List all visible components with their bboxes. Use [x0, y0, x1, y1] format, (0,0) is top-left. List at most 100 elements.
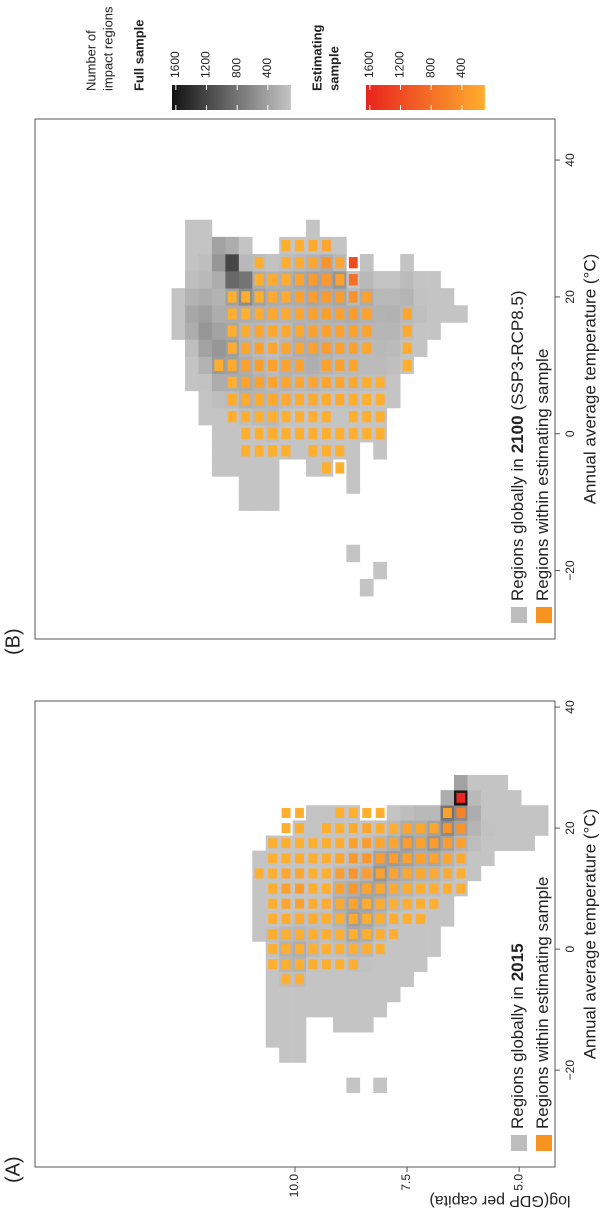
full-sample-cell: [171, 288, 186, 306]
estimating-sample-cell: [402, 913, 412, 924]
estimating-sample-cell: [268, 868, 278, 879]
estimating-sample-cell: [335, 883, 345, 894]
full-sample-cell: [400, 253, 414, 272]
colorbar-tick-label: 800: [229, 58, 243, 78]
legend-text-part: 2100: [508, 415, 527, 453]
full-sample-cell: [211, 322, 226, 340]
full-sample-cell: [238, 476, 253, 494]
full-sample-cell: [400, 956, 414, 972]
full-sample-cell: [252, 880, 266, 897]
estimating-sample-cell: [281, 974, 291, 985]
full-sample-cell: [400, 805, 414, 821]
estimating-sample-cell: [321, 410, 331, 423]
rotated-figure: −20 0 20 40 5.0 7.5 10.0 (A) Annual average temp…: [2, 6, 599, 1209]
y-tick-label: 5.0: [511, 1174, 525, 1191]
estimating-sample-cell: [268, 913, 278, 924]
full-sample-cell: [252, 493, 266, 511]
estimating-sample-cell: [295, 428, 304, 440]
estimating-sample-cell: [281, 838, 291, 849]
x-tick-label: −20: [563, 1060, 577, 1081]
full-sample-cell: [211, 271, 226, 289]
estimating-sample-cell: [389, 823, 399, 834]
estimating-sample-cell: [362, 868, 372, 879]
estimating-sample-cell: [335, 838, 345, 849]
estimating-sample-cell: [227, 325, 237, 337]
estimating-sample-cell: [308, 868, 318, 879]
estimating-sample-cell: [416, 868, 425, 879]
estimating-sample-cell: [402, 325, 412, 337]
estimating-sample-cell: [295, 913, 304, 924]
estimating-sample-cell: [335, 291, 345, 303]
full-sample-cell: [198, 271, 213, 289]
full-sample-cell: [306, 356, 320, 375]
full-sample-cell: [319, 805, 334, 821]
full-sample-cell: [413, 805, 428, 821]
full-sample-cell: [507, 820, 522, 836]
estimating-sample-cell: [308, 239, 318, 252]
estimating-sample-cell: [281, 868, 291, 879]
estimating-sample-cell: [348, 929, 358, 939]
legend-text: Regions within estimating sample: [533, 349, 552, 601]
estimating-sample-cell: [442, 853, 452, 864]
estimating-sample-cell: [362, 853, 372, 864]
estimating-sample-cell: [335, 462, 345, 474]
estimating-sample-cell: [308, 853, 318, 864]
full-sample-cell: [427, 322, 441, 340]
plot-frame: [34, 118, 556, 640]
full-sample-cell: [346, 544, 361, 563]
full-sample-cell: [211, 425, 226, 443]
estimating-sample-cell: [442, 823, 452, 834]
full-sample-cell: [467, 835, 482, 851]
estimating-sample-cell: [308, 944, 318, 955]
full-sample-cell: [440, 288, 455, 306]
full-sample-cell: [413, 941, 428, 957]
estimating-sample-cell: [348, 428, 358, 440]
estimating-sample-cell: [348, 807, 358, 818]
estimating-sample-cell: [295, 883, 304, 894]
full-sample-cell: [440, 896, 455, 912]
legend-text: Regions globally in 2100 (SSP3-RCP8.5): [508, 290, 527, 601]
full-sample-cell: [467, 820, 482, 836]
estimating-sample-cell: [389, 868, 399, 879]
estimating-sample-cell: [295, 929, 304, 939]
full-sample-cell: [198, 219, 213, 238]
legend-text: Regions within estimating sample: [533, 877, 552, 1129]
estimating-sample-cell: [227, 393, 237, 406]
estimating-sample-cell: [268, 359, 278, 371]
full-sample-cell: [332, 986, 347, 1003]
colorbar: [172, 85, 291, 110]
full-sample-cell: [386, 271, 401, 289]
legend-text-part: Regions within estimating sample: [533, 877, 552, 1129]
full-sample-cell: [386, 805, 401, 821]
estimating-sample-cell: [362, 410, 372, 423]
estimating-sample-cell: [348, 274, 358, 286]
full-sample-cell: [198, 253, 213, 272]
full-sample-cell: [211, 442, 226, 460]
estimating-sample-cell: [321, 823, 331, 834]
full-sample-cell: [265, 1001, 280, 1018]
estimating-sample-cell: [268, 410, 278, 423]
estimating-sample-cell: [442, 883, 452, 894]
legend-title: Number of: [83, 30, 98, 91]
full-sample-cell: [185, 219, 199, 238]
estimating-sample-cell: [268, 929, 278, 939]
estimating-sample-cell: [295, 853, 304, 864]
full-sample-cell: [332, 1017, 347, 1033]
estimating-sample-cell: [348, 868, 358, 879]
y-tick-label: 10.0: [287, 1174, 301, 1198]
full-sample-cell: [534, 820, 549, 836]
full-sample-cell: [306, 1001, 320, 1018]
full-sample-cell: [346, 1017, 361, 1033]
estimating-sample-cell: [348, 883, 358, 894]
full-sample-cell: [211, 407, 226, 426]
x-tick-label: 40: [563, 153, 577, 167]
estimating-sample-cell: [389, 913, 399, 924]
colorbar: [366, 85, 485, 110]
estimating-sample-cell: [268, 898, 278, 909]
estimating-sample-cell: [281, 959, 291, 970]
full-sample-cell: [440, 305, 455, 323]
full-sample-cell: [480, 835, 495, 851]
full-sample-cell: [373, 1001, 388, 1018]
full-sample-cell: [521, 805, 535, 821]
scale-title: Estimating: [309, 24, 324, 91]
